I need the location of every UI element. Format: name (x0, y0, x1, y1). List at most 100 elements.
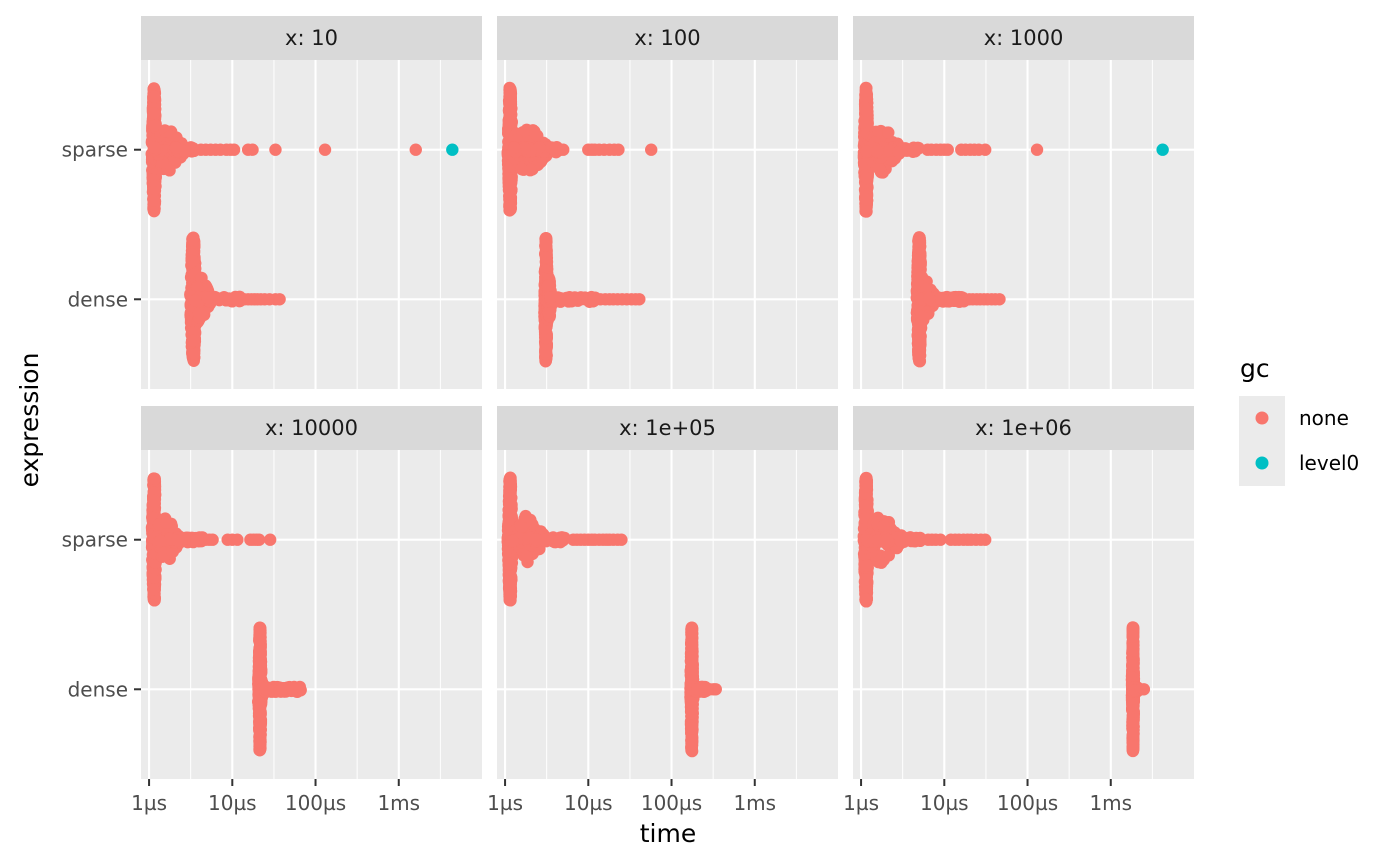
data-point (503, 478, 517, 491)
data-point (506, 534, 520, 548)
data-point (912, 256, 925, 270)
x-tick-label: 10µs (920, 791, 969, 815)
data-point (878, 535, 891, 549)
gc-outlier-point (1156, 143, 1169, 156)
data-point (544, 291, 557, 304)
data-point (565, 294, 578, 308)
facet-strip-label: x: 1e+06 (975, 416, 1072, 440)
outlier-point (993, 293, 1006, 306)
data-point (189, 294, 202, 307)
legend: gc none level0 (1239, 354, 1359, 486)
data-point (539, 239, 552, 252)
data-point (148, 472, 161, 485)
data-point (502, 575, 516, 589)
outlier-point (409, 143, 422, 156)
facet-strip (497, 16, 838, 60)
panel-background (497, 450, 838, 779)
x-tick-label: 1ms (377, 791, 420, 815)
data-point (507, 141, 521, 155)
data-point (185, 254, 199, 268)
legend-title: gc (1240, 354, 1270, 383)
data-point (859, 573, 873, 586)
outlier-point (709, 683, 722, 696)
facet-strip-label: x: 1000 (984, 26, 1064, 50)
data-point (1126, 698, 1139, 712)
panel-background (497, 60, 838, 389)
outlier-point (252, 533, 266, 546)
data-point (691, 683, 704, 696)
data-point (539, 345, 552, 358)
data-point (872, 162, 886, 175)
data-point (253, 622, 266, 635)
legend-dot-level0 (1255, 456, 1269, 470)
x-axis-title: time (640, 819, 696, 848)
data-point (253, 633, 266, 646)
data-point (171, 534, 185, 547)
outlier-point (615, 533, 628, 546)
data-point (877, 519, 891, 533)
data-point (859, 84, 873, 98)
data-point (502, 504, 516, 517)
gc-outlier-point (446, 143, 459, 156)
outlier-point (1030, 143, 1044, 156)
data-point (147, 583, 160, 596)
outlier-point (263, 533, 277, 546)
outlier-point (206, 533, 219, 546)
data-point (1126, 630, 1139, 643)
data-point (186, 334, 200, 347)
data-point (502, 557, 516, 571)
outlier-point (978, 533, 992, 546)
data-point (529, 533, 542, 546)
outlier-point (1137, 683, 1151, 696)
outlier-point (227, 143, 241, 156)
data-point (859, 593, 872, 606)
x-tick-label: 1ms (1089, 791, 1132, 815)
outlier-point (231, 533, 244, 546)
outlier-point (246, 143, 259, 156)
data-point (872, 125, 886, 139)
data-point (524, 163, 537, 176)
data-point (146, 573, 160, 586)
data-point (894, 534, 907, 547)
data-point (147, 107, 161, 120)
data-point (503, 88, 517, 101)
facet-strip (141, 406, 482, 450)
data-point (882, 126, 895, 139)
outlier-point (273, 293, 286, 306)
data-point (913, 234, 927, 248)
data-point (148, 90, 161, 104)
data-point (1126, 659, 1139, 672)
data-point (160, 516, 173, 529)
outlier-point (633, 293, 646, 306)
data-point (253, 670, 266, 684)
outlier-point (978, 143, 992, 156)
data-point (253, 736, 266, 749)
data-point (860, 193, 873, 206)
y-tick-label: sparse (62, 528, 128, 552)
panel-background (853, 60, 1194, 389)
data-point (860, 476, 874, 489)
data-point (503, 114, 516, 127)
data-point (259, 682, 273, 696)
data-point (870, 145, 884, 158)
x-tick-label: 100µs (285, 791, 346, 815)
x-tick-label: 100µs (641, 791, 702, 815)
data-point (934, 292, 948, 305)
data-point (186, 232, 199, 246)
data-point (554, 292, 568, 305)
panel-background (853, 450, 1194, 779)
facet-strip-label: x: 1e+05 (619, 416, 716, 440)
data-point (286, 682, 299, 695)
data-point (539, 251, 553, 264)
facet-panel: x: 100 (497, 16, 838, 389)
x-tick-label: 1µs (843, 791, 879, 815)
data-point (860, 145, 873, 158)
data-point (860, 171, 873, 185)
data-point (153, 534, 167, 548)
outlier-point (612, 143, 625, 156)
y-tick-label: sparse (62, 138, 128, 162)
data-point (187, 535, 200, 549)
